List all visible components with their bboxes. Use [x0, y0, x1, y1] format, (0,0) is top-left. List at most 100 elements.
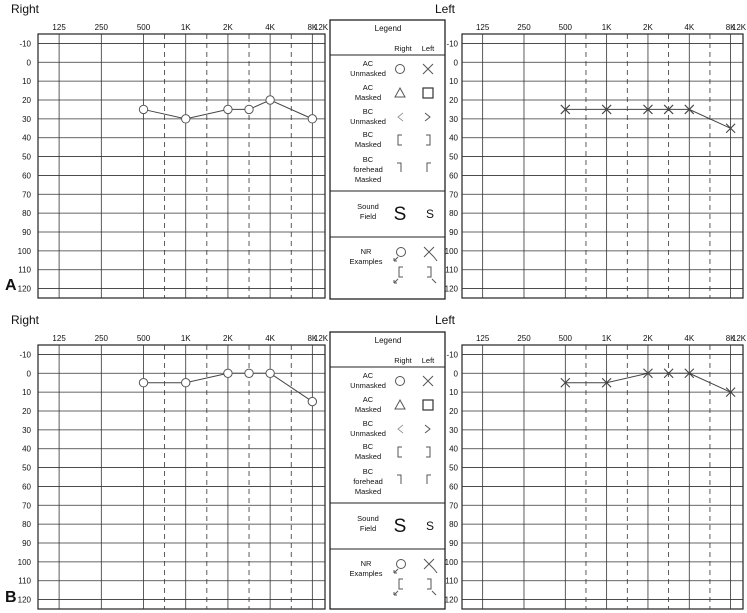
legend-row-label: Masked [355, 452, 381, 461]
legend-title: Legend [375, 336, 402, 345]
data-point-x [725, 387, 736, 398]
data-point-x [643, 104, 653, 115]
y-tick-label: 50 [449, 153, 458, 162]
data-point-circle [265, 368, 275, 378]
y-tick-label: -10 [446, 350, 458, 359]
y-tick-label: 90 [22, 228, 31, 237]
arrow-down-left-icon [393, 568, 399, 574]
y-tick-label: -10 [446, 39, 458, 48]
y-tick-label: 80 [22, 209, 31, 218]
chart-title: Left [435, 2, 456, 16]
x-tick-label: 250 [95, 334, 109, 343]
series-line [565, 372, 731, 393]
legend-symbol-right: S [394, 516, 407, 537]
sound-field-symbol: S [426, 207, 434, 221]
legend-symbol-right [395, 64, 405, 74]
audiogram-left-a: Left -10 0 10 20 30 40 50 60 70 80 90 100 110 120 125 25… [435, 2, 747, 299]
x-tick-label: 12K [314, 334, 329, 343]
sound-field-symbol: S [426, 519, 434, 533]
legend-symbol-left [426, 162, 431, 172]
legend-row-label: Examples [350, 257, 383, 266]
legend-row-label: BC [363, 130, 374, 139]
legend-row-label: forehead [353, 165, 383, 174]
x-tick-label: 250 [517, 23, 531, 32]
x-tick-label: 12K [732, 334, 747, 343]
arrow-down-right-icon [431, 590, 437, 596]
chart-title: Right [11, 2, 40, 16]
legend-col-right: Right [394, 356, 412, 365]
legend-row-label: AC [363, 371, 374, 380]
y-tick-label: 120 [18, 285, 32, 294]
legend-col-left: Left [422, 44, 435, 53]
y-tick-label: 40 [449, 134, 458, 143]
y-tick-label: 30 [22, 115, 31, 124]
triangle-icon [394, 398, 406, 410]
y-tick-label: 120 [445, 285, 459, 294]
y-tick-label: 100 [18, 558, 32, 567]
x-icon [422, 63, 434, 75]
nr-circle-bracket-icon [396, 559, 406, 569]
data-point-x [560, 104, 571, 115]
y-tick-label: 120 [445, 596, 459, 605]
legend-symbol-right [397, 424, 404, 434]
y-tick-label: 60 [22, 482, 31, 491]
data-point-circle [181, 378, 191, 388]
x-tick-label: 500 [559, 23, 573, 32]
y-tick-label: 100 [445, 247, 459, 256]
y-tick-label: 110 [445, 266, 458, 275]
x-tick-label: 12K [732, 23, 747, 32]
series-line [143, 99, 313, 120]
legend-row-label: Field [360, 524, 376, 533]
y-tick-label: 10 [22, 388, 31, 397]
legend-row-label: BC [363, 467, 374, 476]
legend-row-label: BC [363, 155, 374, 164]
legend-symbol-right [395, 376, 405, 386]
x-tick-label: 125 [52, 334, 66, 343]
y-tick-label: 90 [22, 539, 31, 548]
data-point-x [684, 104, 695, 115]
legend-symbol-right [397, 134, 402, 146]
data-point-circle [244, 368, 254, 378]
y-tick-label: 30 [22, 426, 31, 435]
data-point-x [684, 368, 695, 379]
y-tick-label: 70 [22, 501, 31, 510]
legend-row-label: Masked [355, 487, 381, 496]
x-tick-label: 2K [643, 23, 653, 32]
legend-symbol-right [397, 446, 402, 458]
legend-row-label: Masked [355, 140, 381, 149]
panel-label: B [5, 589, 17, 606]
data-point-circle [244, 104, 254, 115]
circle-icon [395, 64, 405, 74]
y-tick-label: 0 [27, 58, 32, 67]
x-tick-label: 2K [223, 334, 233, 343]
series-line [143, 372, 313, 402]
y-tick-label: -10 [19, 350, 31, 359]
y-tick-label: 100 [445, 558, 459, 567]
legend-row-label: NR [361, 559, 372, 568]
y-tick-label: 90 [449, 228, 458, 237]
triangle-icon [394, 86, 406, 98]
y-tick-label: 50 [22, 153, 31, 162]
x-tick-label: 125 [476, 23, 490, 32]
legend-row-label: Unmasked [350, 429, 386, 438]
x-tick-label: 500 [137, 334, 151, 343]
angle-left-icon [397, 112, 404, 122]
x-tick-label: 125 [52, 23, 66, 32]
legend-row-label: forehead [353, 477, 383, 486]
legend-row-label: Unmasked [350, 381, 386, 390]
y-tick-label: 60 [449, 171, 458, 180]
x-icon [422, 375, 434, 387]
y-tick-label: 60 [449, 482, 458, 491]
legend-row-label: Examples [350, 569, 383, 578]
x-tick-label: 8K [726, 23, 736, 32]
tick-right-icon [426, 474, 431, 484]
tick-left-icon [397, 474, 402, 484]
x-tick-label: 1K [602, 334, 612, 343]
y-tick-label: 0 [454, 369, 459, 378]
y-tick-label: 30 [449, 426, 458, 435]
plot-frame [37, 344, 326, 610]
x-tick-label: 2K [223, 23, 233, 32]
y-tick-label: 10 [22, 77, 31, 86]
